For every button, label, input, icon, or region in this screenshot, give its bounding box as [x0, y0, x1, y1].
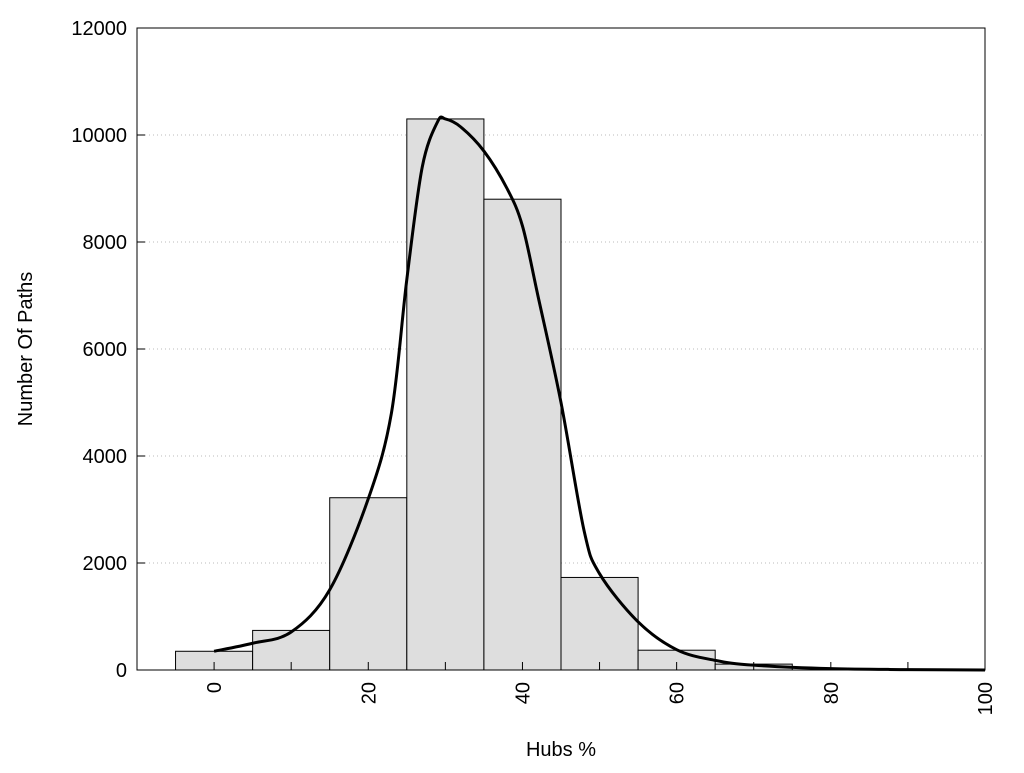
x-axis-label: Hubs % — [526, 739, 596, 761]
histogram-bar — [329, 497, 408, 671]
x-tick-label: 80 — [821, 682, 843, 704]
y-axis-label: Number Of Paths — [15, 272, 37, 427]
x-tick-label: 60 — [667, 682, 689, 704]
x-tick-label: 0 — [204, 682, 226, 693]
x-tick-label: 20 — [358, 682, 380, 704]
density-curve — [213, 115, 986, 672]
y-axis: 0 2000 4000 6000 8000 10000 12000 — [71, 18, 145, 682]
histogram-bar — [560, 576, 639, 671]
histogram-bar — [483, 198, 562, 671]
y-tick-label: 0 — [116, 660, 127, 682]
x-tick-label: 40 — [512, 682, 534, 704]
y-tick-label: 12000 — [71, 18, 127, 40]
bars — [175, 118, 793, 671]
y-tick-label: 2000 — [83, 553, 128, 575]
y-tick-label: 4000 — [83, 446, 128, 468]
y-tick-label: 8000 — [83, 232, 128, 254]
y-tick-label: 10000 — [71, 125, 127, 147]
y-tick-label: 6000 — [83, 339, 128, 361]
x-tick-label: 100 — [975, 682, 997, 715]
histogram-bar — [406, 118, 485, 671]
x-axis: 0 20 40 60 80 100 — [204, 662, 997, 715]
